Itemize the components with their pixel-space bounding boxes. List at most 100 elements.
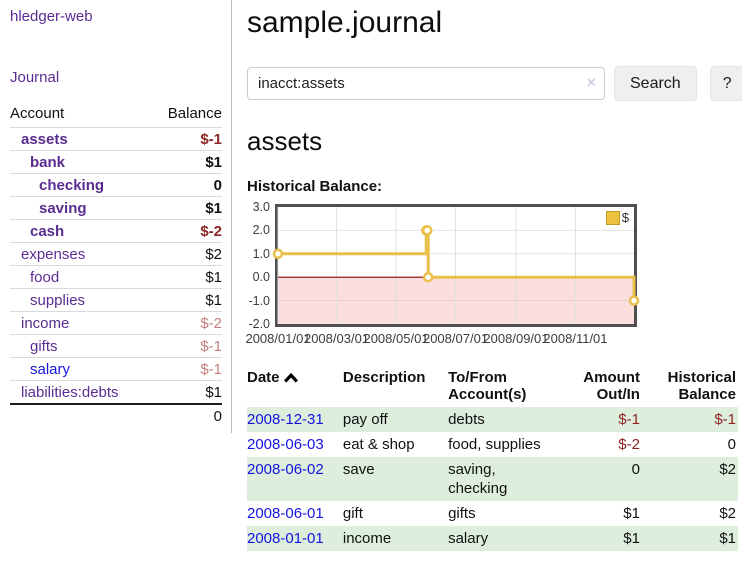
transaction-description: income <box>342 530 392 547</box>
y-axis-tick-label: -1.0 <box>248 293 270 308</box>
account-balance: $-2 <box>200 314 222 332</box>
brand-link[interactable]: hledger-web <box>10 8 93 25</box>
transaction-accounts: debts <box>448 411 485 428</box>
account-balance: $-1 <box>200 337 222 355</box>
account-balance: $1 <box>205 291 222 309</box>
register-header-amount: Amount Out/In <box>583 369 640 403</box>
transaction-description: eat & shop <box>342 436 415 453</box>
transaction-date-link[interactable]: 2008-06-03 <box>247 436 324 453</box>
account-row: salary $-1 <box>10 357 222 381</box>
register-header-row: Date Description To/From Account(s) Amou… <box>247 367 738 407</box>
transaction-date-link[interactable]: 2008-12-31 <box>247 411 324 428</box>
accounts-header-row: Account Balance <box>10 105 222 128</box>
account-balance: $-1 <box>200 360 222 378</box>
y-axis-tick-label: 0.0 <box>252 270 270 285</box>
accounts-header-account: Account <box>10 105 65 122</box>
transaction-balance: $2 <box>719 461 736 478</box>
accounts-header-balance: Balance <box>167 105 222 122</box>
chart-title: Historical Balance: <box>247 178 383 195</box>
account-balance: $2 <box>205 245 222 263</box>
account-link[interactable]: assets <box>21 130 68 148</box>
x-axis-tick-label: 2008/05/01 <box>363 331 429 346</box>
transaction-balance: $1 <box>719 530 736 547</box>
sidebar: hledger-web Journal Account Balance asse… <box>0 0 232 433</box>
transaction-balance: $-1 <box>714 411 736 428</box>
account-balance: 0 <box>213 176 222 194</box>
page-title: sample.journal <box>247 6 443 39</box>
accounts-total-row: 0 <box>10 403 222 428</box>
transaction-accounts: saving, checking <box>448 461 508 497</box>
accounts-table: Account Balance assets $-1 bank $1 <box>10 105 222 428</box>
account-balance: $-1 <box>200 130 222 148</box>
y-axis-tick-label: 1.0 <box>252 246 270 261</box>
account-row: gifts $-1 <box>10 334 222 358</box>
account-link[interactable]: income <box>21 314 70 332</box>
account-balance: $1 <box>205 153 222 171</box>
register-header-date[interactable]: Date <box>247 367 343 407</box>
transaction-balance: 0 <box>727 436 736 453</box>
x-axis-tick-label: 2008/01/01 <box>245 331 311 346</box>
main-content: sample.journal × Search ? assets Histori… <box>232 0 742 551</box>
x-axis-tick-label: 2008/11/01 <box>543 331 608 346</box>
historical-balance-chart: $3.0 2.0 1.0 0.0 -1.0 -2.0 2008/01/01 2008/03/0… <box>245 200 742 350</box>
search-bar: × Search ? <box>247 66 742 101</box>
account-link[interactable]: cash <box>30 222 65 240</box>
x-axis-tick-label: 2008/07/01 <box>422 331 489 346</box>
transaction-row: 2008-06-03 eat & shop food, supplies $-2… <box>247 432 738 457</box>
account-link[interactable]: liabilities:debts <box>21 383 119 401</box>
transaction-description: save <box>342 461 375 478</box>
account-row: expenses $2 <box>10 242 222 266</box>
help-button[interactable]: ? <box>709 66 742 101</box>
account-heading: assets <box>247 126 323 156</box>
transaction-date-link[interactable]: 2008-06-02 <box>247 461 324 478</box>
transaction-row: 2008-06-01 gift gifts $1 $2 <box>247 501 738 526</box>
transaction-amount: 0 <box>631 461 640 478</box>
x-axis-tick-label: 2008/03/01 <box>303 331 370 346</box>
transaction-date-link[interactable]: 2008-01-01 <box>247 530 324 547</box>
legend-label: $ <box>621 210 629 225</box>
account-row: liabilities:debts $1 <box>10 380 222 405</box>
transaction-accounts: salary <box>448 530 489 547</box>
account-link[interactable]: bank <box>30 153 66 171</box>
account-row: assets $-1 <box>10 127 222 151</box>
y-axis-tick-label: -2.0 <box>248 317 270 331</box>
register-header-description: Description <box>342 369 426 386</box>
account-balance: $1 <box>205 199 222 217</box>
register-header-accounts: To/From Account(s) <box>448 369 527 403</box>
account-link[interactable]: checking <box>39 176 105 194</box>
transaction-accounts: food, supplies <box>448 436 541 453</box>
sidebar-item-journal[interactable]: Journal <box>10 69 60 86</box>
legend-swatch <box>605 210 620 225</box>
y-axis-tick-label: 3.0 <box>252 200 270 214</box>
account-link[interactable]: expenses <box>21 245 86 263</box>
transaction-row: 2008-06-02 save saving, checking 0 $2 <box>247 457 738 501</box>
clear-search-icon[interactable]: × <box>586 74 596 92</box>
sort-ascending-icon <box>283 372 298 383</box>
account-row: supplies $1 <box>10 288 222 312</box>
transaction-description: pay off <box>342 411 388 428</box>
transaction-balance: $2 <box>719 505 736 522</box>
search-input[interactable] <box>247 67 605 100</box>
accounts-total-value: 0 <box>151 403 222 428</box>
x-axis-tick-label: 2008/09/01 <box>483 331 549 346</box>
y-axis-tick-label: 2.0 <box>252 223 270 238</box>
account-link[interactable]: salary <box>30 360 71 378</box>
transaction-accounts: gifts <box>448 505 476 522</box>
account-link[interactable]: food <box>30 268 60 286</box>
register-header-balance: Historical Balance <box>667 369 736 403</box>
transaction-description: gift <box>342 505 363 522</box>
account-row: checking 0 <box>10 173 222 197</box>
chart-legend: $ <box>604 210 630 225</box>
transaction-date-link[interactable]: 2008-06-01 <box>247 505 324 522</box>
transaction-row: 2008-01-01 income salary $1 $1 <box>247 526 738 551</box>
account-row: income $-2 <box>10 311 222 335</box>
account-link[interactable]: gifts <box>30 337 58 355</box>
account-link[interactable]: saving <box>39 199 87 217</box>
account-balance: $1 <box>205 383 222 401</box>
transaction-amount: $1 <box>623 505 640 522</box>
search-button[interactable]: Search <box>614 66 697 101</box>
account-link[interactable]: supplies <box>30 291 86 309</box>
account-row: food $1 <box>10 265 222 289</box>
account-balance: $-2 <box>200 222 222 240</box>
